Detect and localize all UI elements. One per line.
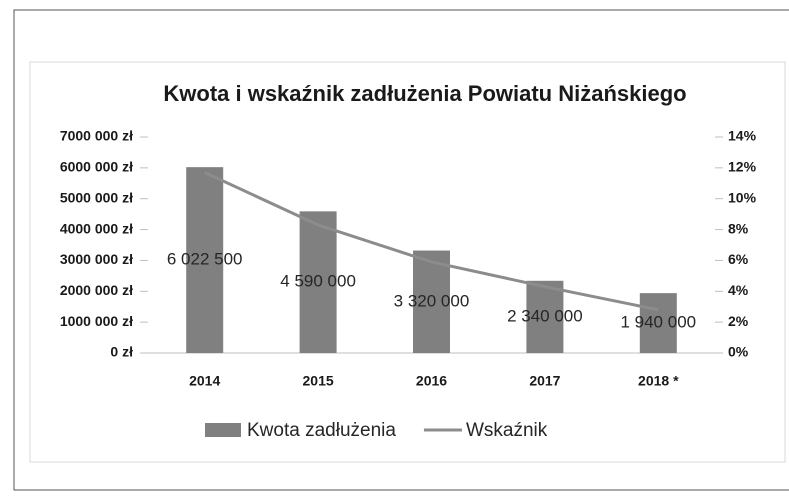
y2-tick-label: 14% (728, 128, 757, 144)
y-tick-label: 7000 000 zł (60, 128, 133, 144)
line (204, 171, 659, 312)
y-tick-label: 1000 000 zł (60, 313, 133, 329)
y-tick-label: 5000 000 zł (60, 189, 133, 205)
y2-tick-label: 6% (728, 251, 749, 267)
y-tick-label: 4000 000 zł (60, 220, 133, 236)
bar (186, 167, 224, 353)
bar (413, 250, 450, 353)
legend-swatch (205, 423, 241, 437)
y-tick-label: 2000 000 zł (60, 282, 133, 298)
y-tick-label: 3000 000 zł (60, 251, 133, 267)
x-tick-label: 2017 (529, 373, 560, 389)
y2-tick-label: 0% (728, 344, 749, 360)
y2-tick-label: 10% (728, 189, 757, 205)
y2-tick-label: 4% (728, 282, 749, 298)
data-label: 4 590 000 (280, 272, 356, 291)
bar (299, 211, 337, 353)
x-tick-label: 2014 (189, 373, 220, 389)
chart-title: Kwota i wskaźnik zadłużenia Powiatu Niża… (163, 81, 686, 106)
x-tick-label: 2015 (303, 373, 334, 389)
y2-tick-label: 2% (728, 313, 749, 329)
data-label: 2 340 000 (507, 306, 583, 325)
y2-tick-label: 8% (728, 220, 749, 236)
bar (639, 293, 677, 353)
x-tick-label: 2016 (416, 373, 447, 389)
y-tick-label: 0 zł (110, 344, 133, 360)
legend-label: Wskaźnik (466, 420, 548, 441)
data-label: 1 940 000 (620, 313, 696, 332)
x-tick-label: 2018 * (638, 373, 679, 389)
data-label: 6 022 500 (167, 250, 243, 269)
y-tick-label: 6000 000 zł (60, 159, 133, 175)
chart-panel (29, 61, 786, 463)
bar (526, 280, 564, 353)
legend-label: Kwota zadłużenia (247, 420, 396, 441)
frame (13, 9, 789, 491)
data-label: 3 320 000 (394, 291, 470, 310)
y2-tick-label: 12% (728, 159, 757, 175)
